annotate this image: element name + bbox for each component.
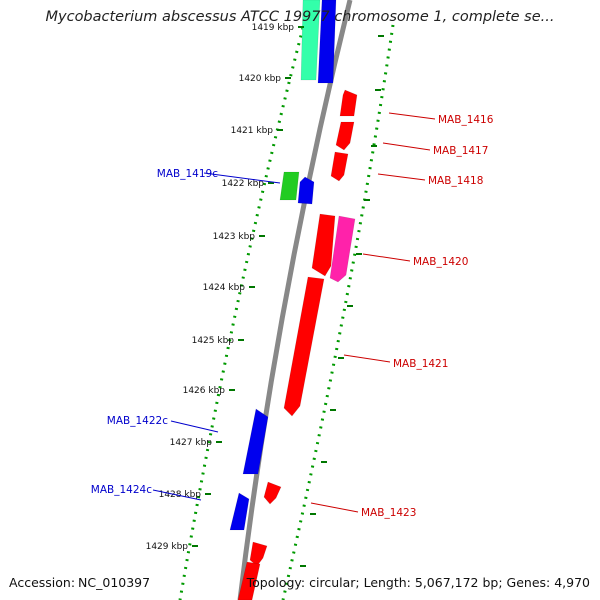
- tick-label: 1429 kbp: [146, 542, 189, 552]
- tick-label: 1421 kbp: [231, 126, 274, 136]
- dotted-rings: [178, 19, 395, 600]
- gene-red-bottom: [237, 561, 261, 600]
- gene-mab-1421: [283, 276, 325, 417]
- tick-label: 1427 kbp: [170, 438, 213, 448]
- accession-value: NC_010397: [78, 575, 151, 590]
- tick-label: 1424 kbp: [203, 283, 246, 293]
- gene-mab-1419c: [297, 176, 315, 205]
- map-title: Mycobacterium abscessus ATCC 19977 chrom…: [45, 9, 555, 25]
- gene-leader-line: [310, 502, 359, 513]
- gene-red-lower: [249, 541, 268, 567]
- gene-green: [279, 171, 300, 201]
- gene-blue-top: [317, 0, 337, 84]
- gene-features: [229, 0, 358, 600]
- gene-mab-1416: [339, 89, 358, 117]
- tick-label: 1420 kbp: [239, 74, 282, 84]
- gene-mab-1423: [263, 481, 282, 505]
- gene-label: MAB_1418: [428, 175, 483, 187]
- backbone-arc: [237, 0, 353, 600]
- tick-marks: [192, 26, 384, 567]
- gene-label: MAB_1421: [393, 358, 448, 370]
- gene-pink: [329, 215, 356, 283]
- gene-label: MAB_1419c: [157, 168, 218, 180]
- gene-teal: [300, 0, 321, 81]
- tick-label: 1419 kbp: [252, 23, 295, 33]
- gene-label: MAB_1423: [361, 507, 416, 519]
- tick-label: 1423 kbp: [213, 232, 256, 242]
- tick-label: 1425 kbp: [192, 336, 235, 346]
- accession-label: Accession:: [9, 575, 76, 590]
- gene-leader-line: [170, 420, 219, 433]
- gene-mab-1418: [330, 151, 349, 182]
- gene-label: MAB_1424c: [91, 484, 152, 496]
- tick-label: 1426 kbp: [183, 386, 226, 396]
- gene-label: MAB_1422c: [107, 415, 168, 427]
- backbone-line: [237, 0, 353, 600]
- gene-label: MAB_1417: [433, 145, 488, 157]
- gene-mab-1422c: [242, 408, 269, 475]
- gene-leader-line: [203, 172, 281, 184]
- inner-dotted-ring: [178, 19, 307, 600]
- gene-label: MAB_1420: [413, 256, 468, 268]
- gene-leader-line: [343, 354, 391, 363]
- labels-layer: 1419 kbp 1420 kbp 1421 kbp 1422 kbp 1423 kbp…: [91, 23, 494, 552]
- gene-mab-1424c: [229, 492, 250, 531]
- gene-leader-line: [382, 142, 431, 151]
- gene-leader-line: [152, 489, 202, 501]
- gene-mab-1417: [335, 121, 355, 151]
- tick-label: 1428 kbp: [159, 490, 202, 500]
- gene-label: MAB_1416: [438, 114, 494, 126]
- gene-leader-line: [362, 253, 411, 262]
- tick-label: 1422 kbp: [222, 179, 265, 189]
- gene-leader-line: [377, 173, 426, 181]
- gene-mab-1420: [311, 213, 336, 277]
- accession-info: Accession: NC_010397: [9, 575, 150, 590]
- topology-info: Topology: circular; Length: 5,067,172 bp…: [246, 575, 590, 590]
- gene-leader-line: [388, 112, 436, 120]
